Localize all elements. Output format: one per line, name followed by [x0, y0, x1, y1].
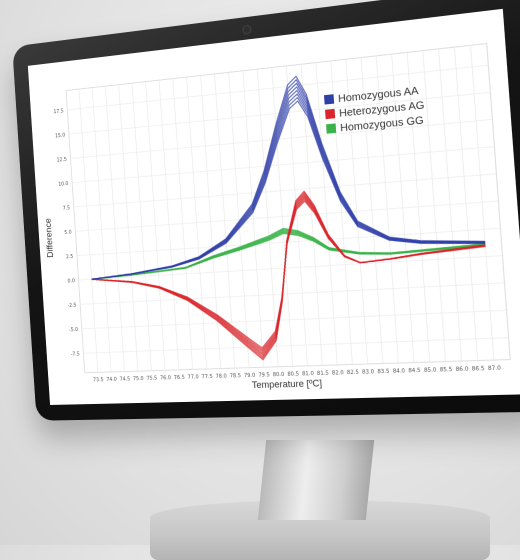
y-tick-label: 0.0	[67, 278, 75, 284]
x-tick-label: 83.0	[362, 369, 375, 376]
y-tick-label: 5.0	[64, 229, 72, 236]
series-homozygous-gg	[89, 215, 486, 280]
x-tick-label: 79.0	[244, 372, 256, 379]
monitor-stand-neck	[258, 440, 374, 520]
y-tick-label: 15.0	[55, 132, 66, 139]
x-tick-label: 76.5	[174, 375, 185, 382]
x-tick-label: 80.5	[287, 371, 299, 378]
x-tick-label: 80.0	[273, 372, 285, 379]
x-tick-label: 78.0	[215, 373, 227, 380]
y-tick-label: 2.5	[66, 254, 74, 261]
x-tick-label: 84.0	[393, 368, 406, 375]
x-tick-label: 85.0	[424, 367, 437, 374]
y-axis-label: Difference	[43, 218, 55, 258]
x-tick-label: 82.5	[347, 369, 359, 376]
y-tick-label: 7.5	[63, 205, 71, 212]
legend-swatch	[325, 109, 335, 119]
x-tick-label: 81.0	[302, 371, 314, 378]
series-line	[80, 57, 487, 279]
x-tick-label: 74.5	[119, 376, 130, 382]
monitor-scene: 17.5 15.0 12.5 10.0 7.5 5.0 2.5 0.0 -2.5 -5.0 -7.5…	[0, 0, 520, 545]
series-homozygous-aa	[80, 57, 487, 279]
x-tick-label: 77.5	[201, 374, 212, 381]
x-tick-label: 79.5	[258, 372, 270, 379]
x-tick-label: 87.0	[488, 365, 501, 372]
y-tick-label: -5.0	[69, 327, 78, 333]
monitor-bezel: 17.5 15.0 12.5 10.0 7.5 5.0 2.5 0.0 -2.5 -5.0 -7.5…	[12, 0, 520, 421]
x-tick-label: 78.5	[230, 373, 242, 380]
chart-legend: Homozygous AAHeterozygous AGHomozygous G…	[324, 85, 426, 136]
y-tick-label: 12.5	[57, 157, 68, 164]
y-tick-label: 10.0	[58, 181, 69, 188]
series-line	[89, 216, 486, 279]
legend-swatch	[326, 123, 336, 133]
series-line	[80, 65, 486, 280]
chart-series-layer	[80, 57, 494, 365]
series-line	[89, 215, 486, 279]
melt-curve-chart: 17.5 15.0 12.5 10.0 7.5 5.0 2.5 0.0 -2.5 -5.0 -7.5…	[28, 9, 520, 405]
x-tick-label: 77.0	[188, 374, 199, 381]
series-line	[89, 215, 486, 280]
x-tick-label: 83.5	[377, 368, 390, 375]
y-tick-label: -2.5	[67, 303, 76, 309]
x-tick-label: 86.0	[456, 366, 469, 373]
x-tick-label: 85.5	[440, 367, 453, 374]
legend-swatch	[324, 94, 334, 104]
x-tick-label: 84.5	[408, 368, 421, 375]
x-axis-label: Temperature [ºC]	[251, 378, 322, 391]
camera-icon	[242, 25, 252, 35]
x-tick-label: 74.0	[106, 377, 117, 383]
x-tick-label: 82.0	[332, 370, 344, 377]
x-tick-label: 86.5	[472, 366, 485, 373]
y-tick-label: 17.5	[53, 108, 64, 115]
x-tick-label: 76.0	[160, 375, 171, 382]
x-tick-label: 73.5	[93, 377, 104, 383]
x-tick-label: 75.0	[133, 376, 144, 382]
y-axis-ticks: 17.5 15.0 12.5 10.0 7.5 5.0 2.5 0.0 -2.5 -5.0 -7.5	[53, 108, 80, 358]
x-tick-label: 75.5	[146, 375, 157, 382]
y-tick-label: -7.5	[71, 351, 80, 357]
series-line	[80, 61, 486, 279]
monitor-screen: 17.5 15.0 12.5 10.0 7.5 5.0 2.5 0.0 -2.5 -5.0 -7.5…	[28, 9, 520, 405]
x-tick-label: 81.5	[317, 370, 329, 377]
